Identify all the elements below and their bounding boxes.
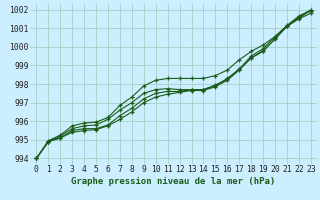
X-axis label: Graphe pression niveau de la mer (hPa): Graphe pression niveau de la mer (hPa) <box>71 177 276 186</box>
